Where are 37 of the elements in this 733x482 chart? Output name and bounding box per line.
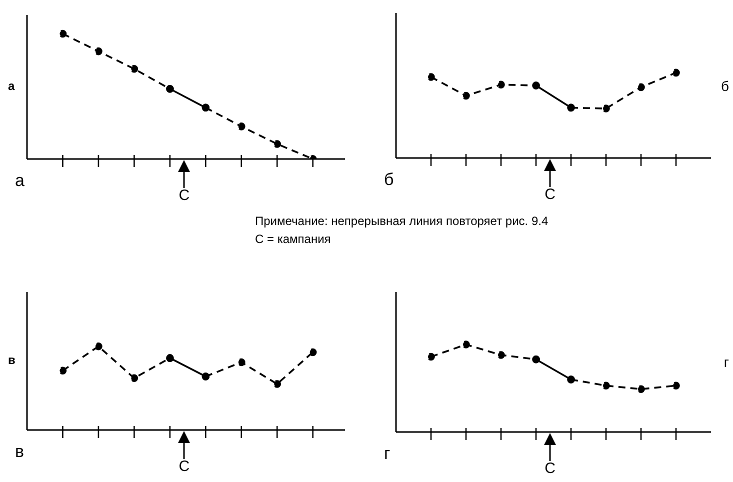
point xyxy=(94,342,102,350)
point xyxy=(130,374,138,382)
text: C xyxy=(178,458,191,475)
y2-axis-title: г xyxy=(724,354,729,370)
point xyxy=(427,352,435,361)
point xyxy=(462,92,470,100)
point xyxy=(497,351,505,359)
text: C xyxy=(178,187,191,204)
point xyxy=(602,382,610,390)
y-axis-title: а xyxy=(8,79,15,93)
text: б xyxy=(384,170,394,190)
text: C xyxy=(544,186,556,203)
text: г xyxy=(384,444,390,464)
point xyxy=(273,380,282,388)
text: Примечание: непрерывная линия повторяет рис. 9.4 xyxy=(255,213,548,230)
text: а xyxy=(15,171,24,191)
point xyxy=(672,68,680,77)
point xyxy=(237,122,246,130)
point xyxy=(427,73,435,81)
point xyxy=(273,140,282,148)
point xyxy=(497,80,505,89)
y2-axis-title: б xyxy=(720,78,729,94)
point xyxy=(637,83,645,92)
point xyxy=(94,47,102,56)
point xyxy=(308,348,317,356)
text: C xyxy=(544,460,556,477)
point xyxy=(58,366,67,375)
text: C = кампания xyxy=(255,231,332,248)
point xyxy=(237,358,246,366)
point xyxy=(602,104,610,112)
point xyxy=(462,340,470,348)
point xyxy=(637,385,645,394)
y-axis-title: в xyxy=(8,353,16,367)
text: в xyxy=(15,442,24,462)
point xyxy=(672,382,680,390)
point xyxy=(130,64,138,73)
point xyxy=(58,30,67,38)
